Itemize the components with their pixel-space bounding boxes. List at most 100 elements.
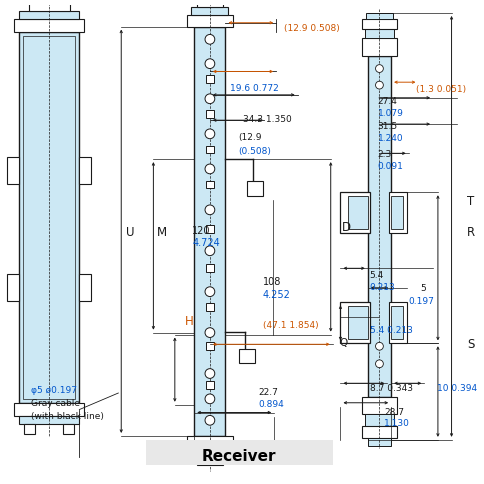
Text: 34.3 1.350: 34.3 1.350 bbox=[242, 115, 291, 124]
Bar bbox=[7, 158, 19, 185]
Bar bbox=[206, 343, 213, 350]
Text: 1.079: 1.079 bbox=[377, 108, 403, 117]
Text: 1.130: 1.130 bbox=[383, 419, 409, 427]
Bar bbox=[206, 181, 213, 189]
Circle shape bbox=[375, 82, 382, 90]
Text: (47.1 1.854): (47.1 1.854) bbox=[262, 320, 318, 329]
Text: φ5 ø0.197: φ5 ø0.197 bbox=[30, 385, 76, 394]
Circle shape bbox=[205, 35, 214, 45]
Text: 27.4: 27.4 bbox=[377, 97, 396, 106]
Bar bbox=[62, 424, 75, 434]
Text: 5: 5 bbox=[420, 283, 425, 292]
Circle shape bbox=[205, 60, 214, 69]
Bar bbox=[197, 455, 222, 465]
Bar bbox=[7, 274, 19, 302]
Circle shape bbox=[205, 287, 214, 297]
Bar bbox=[390, 197, 402, 230]
Text: M: M bbox=[157, 226, 167, 239]
Circle shape bbox=[205, 95, 214, 105]
Circle shape bbox=[205, 130, 214, 139]
Bar bbox=[197, 0, 222, 8]
Text: 0.091: 0.091 bbox=[377, 162, 403, 171]
Bar bbox=[388, 193, 406, 234]
Bar bbox=[361, 20, 396, 30]
Text: 0.197: 0.197 bbox=[408, 296, 434, 305]
Bar bbox=[239, 349, 254, 363]
Text: 28.7: 28.7 bbox=[383, 407, 404, 416]
Text: S: S bbox=[466, 337, 473, 350]
Circle shape bbox=[205, 369, 214, 378]
Bar bbox=[364, 415, 393, 426]
Bar bbox=[206, 304, 213, 312]
Text: 4.252: 4.252 bbox=[262, 289, 290, 299]
Bar bbox=[14, 20, 84, 33]
Bar bbox=[206, 226, 213, 234]
Text: 1.240: 1.240 bbox=[377, 134, 402, 143]
Text: 5.4: 5.4 bbox=[369, 271, 383, 280]
Circle shape bbox=[375, 65, 382, 73]
Text: (12.9: (12.9 bbox=[238, 133, 261, 142]
Text: 10 0.394: 10 0.394 bbox=[436, 383, 476, 393]
Text: 8.7 0.343: 8.7 0.343 bbox=[369, 383, 412, 393]
Text: U: U bbox=[126, 226, 135, 239]
Bar bbox=[364, 30, 393, 39]
Text: (0.508): (0.508) bbox=[238, 146, 271, 155]
Bar bbox=[79, 274, 91, 302]
Bar bbox=[191, 8, 228, 16]
Circle shape bbox=[205, 328, 214, 338]
Text: 31.5: 31.5 bbox=[377, 122, 397, 131]
Text: 108: 108 bbox=[262, 276, 280, 287]
Text: Q: Q bbox=[339, 337, 347, 347]
Bar bbox=[29, 4, 69, 12]
Circle shape bbox=[205, 416, 214, 425]
Bar bbox=[367, 438, 390, 446]
Bar bbox=[348, 197, 367, 230]
Text: H: H bbox=[184, 315, 193, 327]
Text: 4.724: 4.724 bbox=[192, 238, 220, 248]
Text: (12.9 0.508): (12.9 0.508) bbox=[283, 24, 339, 33]
Bar bbox=[19, 417, 79, 424]
Bar bbox=[340, 193, 369, 234]
Bar bbox=[206, 76, 213, 84]
Bar bbox=[340, 303, 369, 344]
Circle shape bbox=[205, 394, 214, 404]
Circle shape bbox=[205, 246, 214, 256]
Bar bbox=[206, 111, 213, 119]
Text: 0.894: 0.894 bbox=[258, 399, 284, 408]
Circle shape bbox=[205, 165, 214, 174]
Bar bbox=[186, 436, 233, 448]
Bar bbox=[19, 33, 79, 403]
Bar bbox=[361, 39, 396, 57]
Bar bbox=[206, 265, 213, 272]
Text: 22.7: 22.7 bbox=[258, 387, 278, 396]
Text: 120: 120 bbox=[192, 226, 211, 236]
Bar bbox=[23, 37, 76, 399]
Bar bbox=[24, 424, 35, 434]
Bar bbox=[79, 158, 91, 185]
Text: 5.4 0.213: 5.4 0.213 bbox=[369, 325, 412, 334]
Bar bbox=[348, 307, 367, 340]
Bar bbox=[361, 397, 396, 415]
Text: T: T bbox=[466, 195, 473, 208]
Circle shape bbox=[375, 343, 382, 350]
Bar bbox=[194, 28, 225, 436]
Text: Receiver: Receiver bbox=[201, 448, 276, 463]
Bar bbox=[191, 448, 228, 455]
Text: 0.213: 0.213 bbox=[369, 282, 394, 291]
Text: (1.3 0.051): (1.3 0.051) bbox=[416, 85, 466, 94]
Bar bbox=[365, 14, 392, 20]
Bar bbox=[145, 440, 332, 465]
Bar bbox=[206, 381, 213, 389]
Bar bbox=[14, 403, 84, 417]
Bar bbox=[186, 16, 233, 28]
Text: D: D bbox=[341, 220, 350, 233]
Bar bbox=[361, 426, 396, 438]
Circle shape bbox=[205, 206, 214, 215]
Text: (with black line): (with black line) bbox=[30, 411, 103, 420]
Bar bbox=[19, 12, 79, 20]
Text: 19.6 0.772: 19.6 0.772 bbox=[230, 84, 278, 93]
Bar bbox=[206, 146, 213, 154]
Bar bbox=[246, 181, 262, 197]
Bar bbox=[367, 57, 390, 397]
Bar bbox=[390, 307, 402, 340]
